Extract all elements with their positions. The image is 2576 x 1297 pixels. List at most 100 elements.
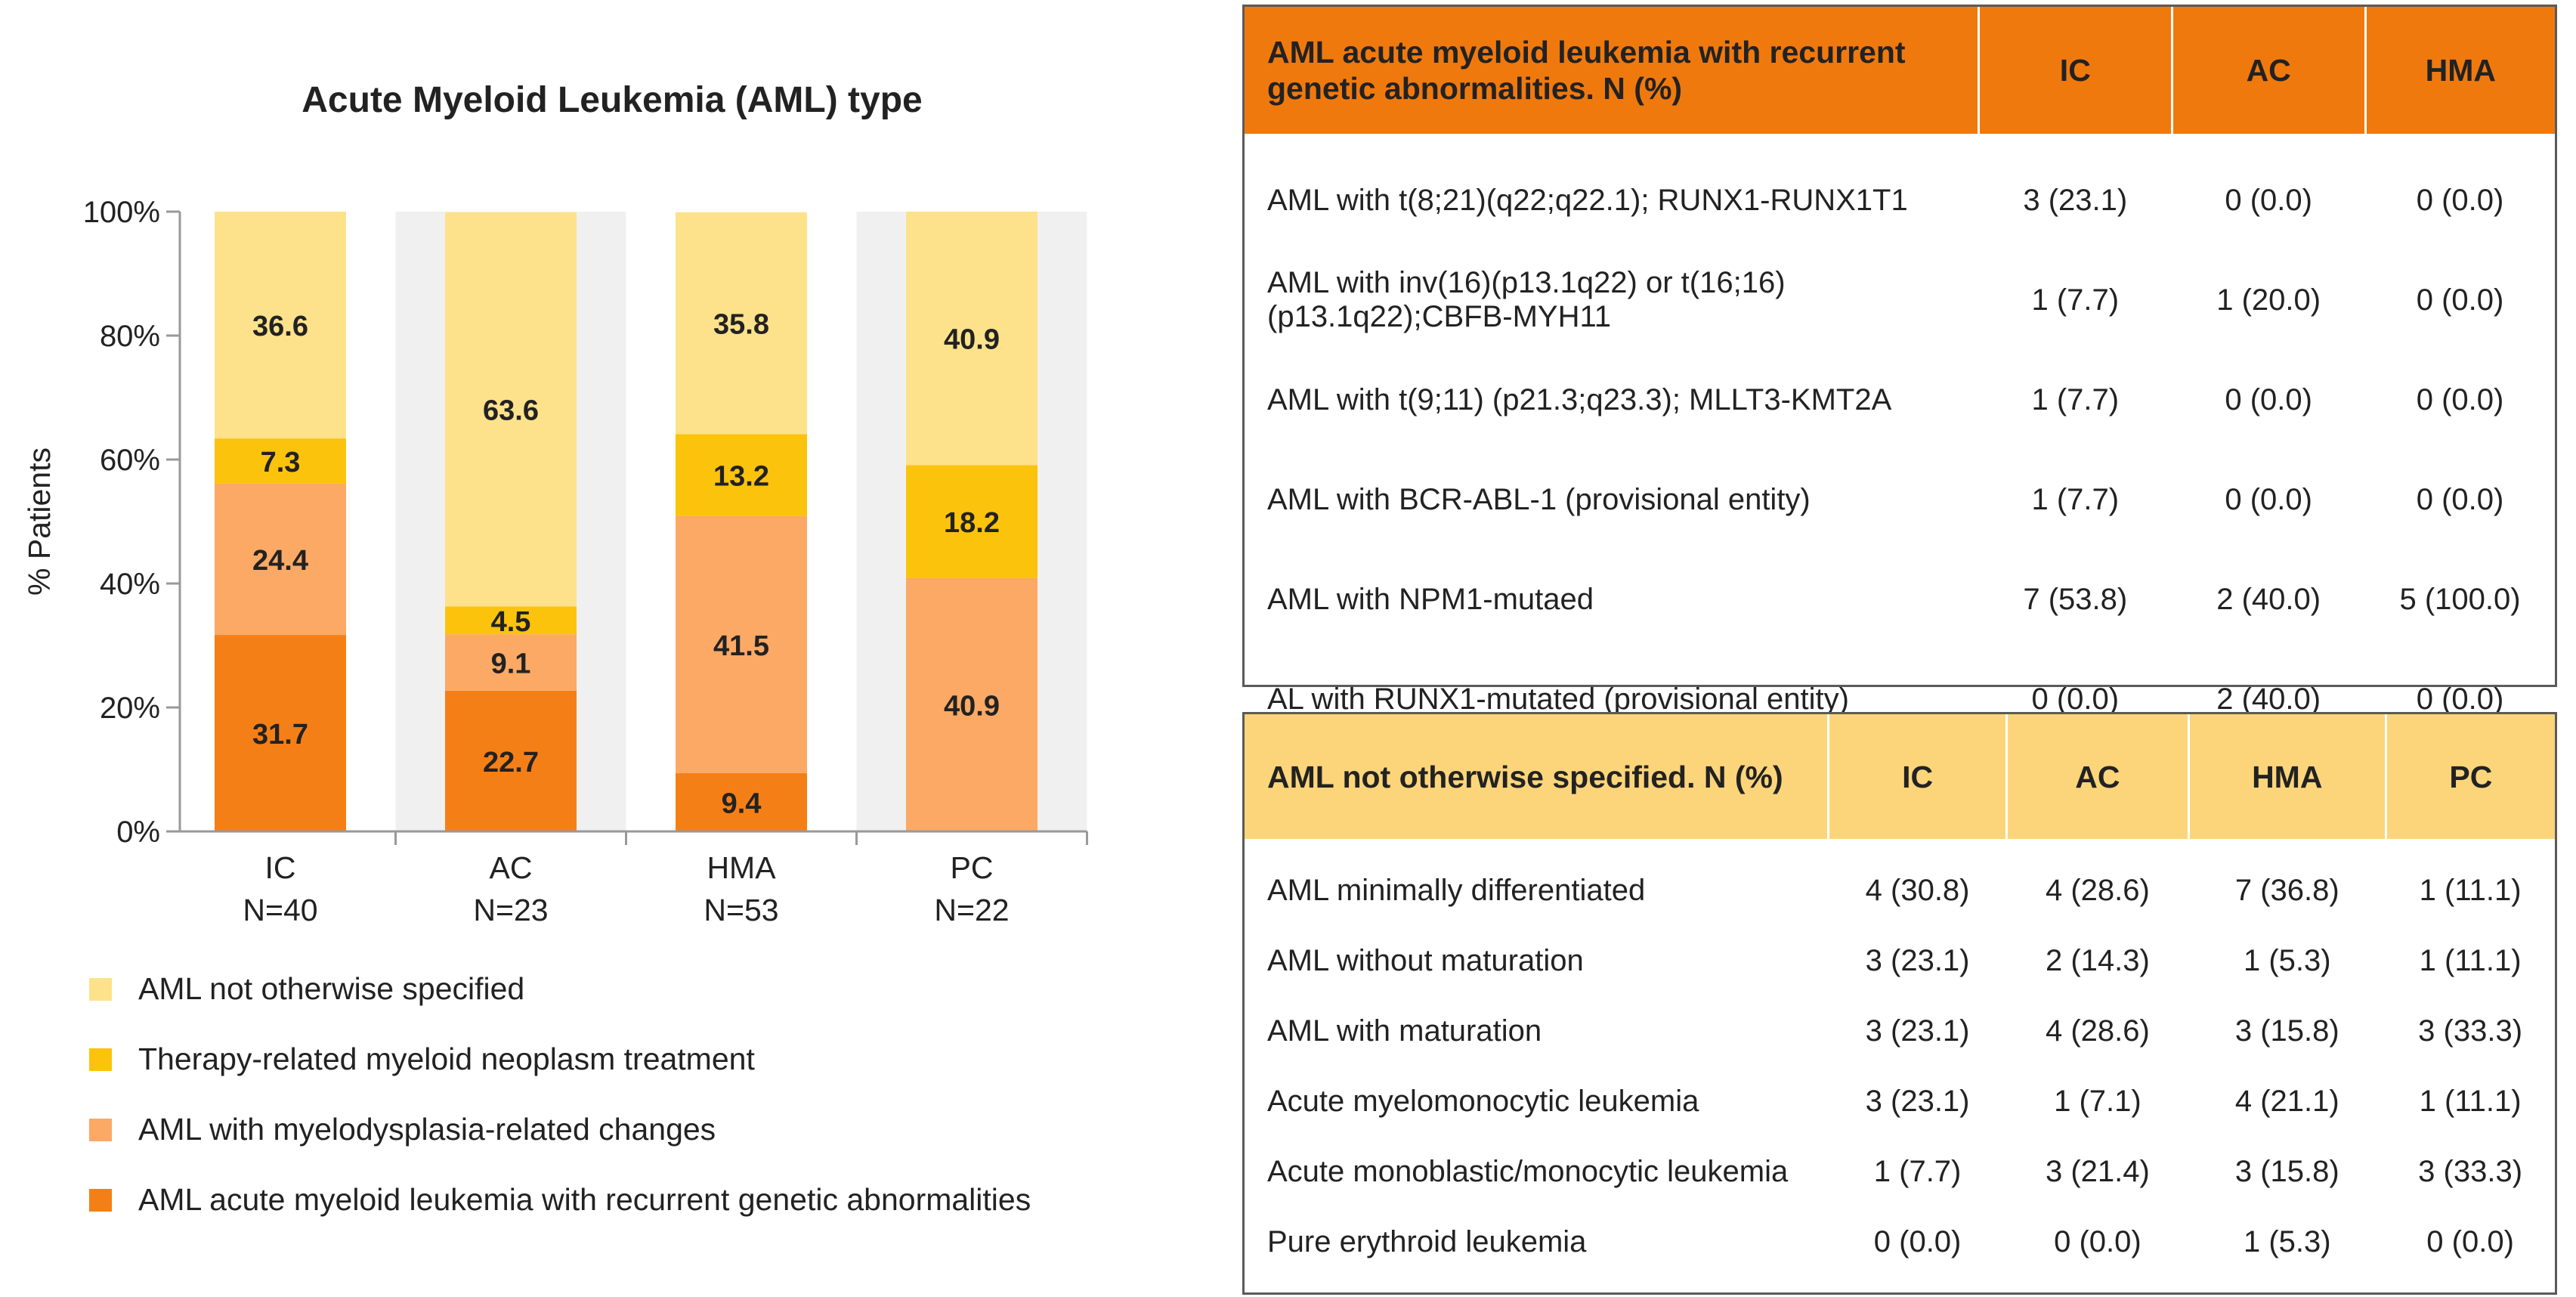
- value-cell: 1 (20.0): [2216, 283, 2321, 317]
- bar-segment-hma-s2: [676, 434, 807, 516]
- data-label: 40.9: [944, 690, 1000, 722]
- value-cell: 3 (23.1): [2023, 183, 2128, 217]
- table-row: Pure erythroid leukemia 0 (0.0) 0 (0.0) 1 (…: [1245, 1207, 2555, 1277]
- table-row: AML with BCR-ABL-1 (provisional entity) 1…: [1245, 450, 2555, 549]
- table-header-ac: AC: [2170, 7, 2366, 134]
- table-row: AML without maturation 3 (23.1) 2 (14.3) 1 …: [1245, 926, 2555, 996]
- value-cell: 4 (21.1): [2234, 1085, 2339, 1118]
- bar-segment-pc-s3: [906, 212, 1038, 466]
- row-label-cell: AML with NPM1-mutaed: [1267, 582, 1594, 616]
- table-header-hma: HMA: [2364, 7, 2555, 134]
- spacer-cell: [1245, 134, 2555, 150]
- value-cell: 2 (40.0): [2216, 582, 2321, 616]
- value-cell: 1 (11.1): [2419, 874, 2522, 907]
- data-label: 24.4: [252, 545, 308, 577]
- stacked-bar-chart: Acute Myeloid Leukemia (AML) type % Pati…: [22, 80, 1088, 927]
- legend-label: AML acute myeloid leukemia with recurren…: [138, 1182, 1031, 1217]
- table-header-ic: IC: [1977, 7, 2172, 134]
- bar-segment-ic-s0: [215, 635, 346, 831]
- table-header-row: AML acute myeloid leukemia with recurren…: [1245, 7, 2555, 134]
- bar-segment-ic-s3: [215, 212, 346, 439]
- value-cell: 1 (5.3): [2243, 1225, 2331, 1258]
- bar-segment-pc-s1: [906, 577, 1038, 831]
- legend-item-therapy: Therapy-related myeloid neoplasm treatme…: [89, 1024, 1031, 1094]
- bar-segment-hma-s3: [676, 212, 807, 435]
- value-cell: 4 (30.8): [1865, 874, 1970, 907]
- chart-title: Acute Myeloid Leukemia (AML) type: [302, 80, 922, 120]
- value-cell: 3 (15.8): [2234, 1155, 2339, 1188]
- value-cell: 1 (7.1): [2054, 1085, 2142, 1118]
- table-header-ac: AC: [2005, 714, 2189, 839]
- legend-label: AML not otherwise specified: [138, 971, 525, 1006]
- data-label: 18.2: [944, 507, 1000, 539]
- table-header-hma: HMA: [2187, 714, 2386, 839]
- x-category-labels: IC N=40 AC N=23 HMA N=53 PC N=22: [243, 850, 1009, 927]
- y-axis-label: % Patients: [22, 447, 57, 596]
- data-label: 4.5: [491, 606, 531, 638]
- value-cell: 1 (7.7): [1873, 1155, 1962, 1188]
- table-row: AML with t(8;21)(q22;q22.1); RUNX1-RUNX1…: [1245, 150, 2555, 250]
- axes: [178, 212, 1088, 845]
- data-label: 36.6: [252, 311, 308, 342]
- value-cell: 0 (0.0): [2225, 382, 2312, 416]
- value-cell: 1 (5.3): [2243, 944, 2331, 977]
- table-row: Acute monoblastic/monocytic leukemia 1 (7…: [1245, 1137, 2555, 1207]
- value-cell: 0 (0.0): [2054, 1225, 2142, 1258]
- value-cell: 3 (33.3): [2418, 1155, 2523, 1188]
- y-tick-label: 60%: [100, 444, 160, 477]
- value-cell: 3 (21.4): [2045, 1155, 2150, 1188]
- table-header-ic: IC: [1827, 714, 2007, 839]
- bar-segment-ac-s2: [445, 606, 577, 635]
- legend-swatch: [89, 1188, 112, 1212]
- x-category-count: N=23: [473, 893, 548, 927]
- data-label: 13.2: [713, 461, 769, 493]
- x-category-label: IC: [265, 850, 296, 885]
- row-label-cell: Acute monoblastic/monocytic leukemia: [1267, 1155, 1789, 1188]
- value-cell: 1 (11.1): [2419, 944, 2522, 977]
- value-cell: 1 (7.7): [2031, 482, 2120, 516]
- value-cell: 0 (0.0): [2225, 482, 2312, 516]
- value-cell: 0 (0.0): [2031, 682, 2120, 716]
- value-cell: 2 (40.0): [2216, 682, 2321, 716]
- data-label: 31.7: [252, 719, 308, 751]
- value-cell: 1 (11.1): [2419, 1085, 2522, 1118]
- value-cell: 0 (0.0): [1873, 1225, 1962, 1258]
- row-label-cell: AML with t(8;21)(q22;q22.1); RUNX1-RUNX1…: [1267, 183, 1908, 217]
- x-category-label: AC: [490, 850, 533, 885]
- value-cell: 0 (0.0): [2416, 682, 2504, 716]
- table-row: AML with NPM1-mutaed 7 (53.8) 2 (40.0) 5 (1…: [1245, 549, 2555, 649]
- value-cell: 0 (0.0): [2416, 382, 2504, 416]
- table-row: AML minimally differentiated 4 (30.8) 4 (2…: [1245, 856, 2555, 926]
- x-category-label: HMA: [707, 850, 776, 885]
- bar-segment-ac-s3: [445, 212, 577, 607]
- value-cell: 3 (23.1): [1865, 1085, 1970, 1118]
- value-cell: 1 (7.7): [2031, 382, 2120, 416]
- bar-segment-hma-s0: [676, 772, 807, 831]
- legend-item-recurrent: AML acute myeloid leukemia with recurren…: [89, 1165, 1031, 1235]
- legend-item-myelodysplasia: AML with myelodysplasia-related changes: [89, 1094, 1031, 1165]
- legend-swatch: [89, 1118, 112, 1141]
- legend-label: AML with myelodysplasia-related changes: [138, 1112, 716, 1147]
- bar-segment-ic-s1: [215, 483, 346, 636]
- y-tick-label: 40%: [100, 568, 160, 601]
- row-label-cell: AML minimally differentiated: [1267, 874, 1646, 907]
- table-header-title: AML acute myeloid leukemia with recurren…: [1245, 7, 1979, 134]
- bar-segment-pc-s2: [906, 465, 1038, 578]
- table-header-title: AML not otherwise specified. N (%): [1245, 714, 1829, 839]
- row-label-cell: AML without maturation: [1267, 944, 1584, 977]
- data-label: 63.6: [483, 395, 539, 427]
- value-cell: 0 (0.0): [2416, 482, 2504, 516]
- x-category-count: N=53: [704, 893, 778, 927]
- legend-swatch: [89, 977, 112, 1001]
- row-label-cell: AML with maturation: [1267, 1014, 1542, 1048]
- row-label-cell: AL with RUNX1-mutated (provisional entit…: [1267, 682, 1849, 716]
- bar-segment-ac-s1: [445, 634, 577, 691]
- value-cell: 0 (0.0): [2416, 283, 2504, 317]
- data-label: 7.3: [261, 447, 301, 478]
- value-cell: 3 (23.1): [1865, 1014, 1970, 1048]
- legend-swatch: [89, 1048, 112, 1071]
- legend-item-nos: AML not otherwise specified: [89, 954, 1031, 1024]
- value-cell: 0 (0.0): [2225, 183, 2312, 217]
- table-row: AML with inv(16)(p13.1q22) or t(16;16) (…: [1245, 250, 2555, 350]
- not-otherwise-specified-table: AML not otherwise specified. N (%) IC AC…: [1242, 712, 2557, 1295]
